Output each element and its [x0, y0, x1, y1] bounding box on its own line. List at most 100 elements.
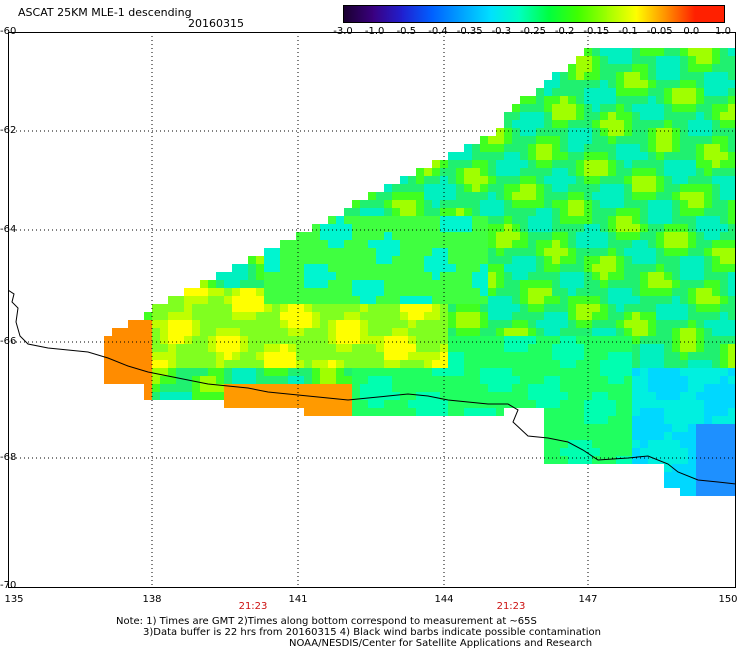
- swath-cell: [560, 280, 568, 288]
- swath-cell: [416, 224, 424, 232]
- swath-cell: [576, 176, 584, 184]
- swath-cell: [624, 456, 632, 464]
- swath-cell: [408, 280, 416, 288]
- swath-cell: [544, 384, 552, 392]
- swath-cell: [360, 344, 368, 352]
- swath-cell: [592, 144, 600, 152]
- swath-cell: [536, 288, 544, 296]
- swath-cell: [576, 232, 584, 240]
- swath-cell: [680, 328, 688, 336]
- swath-cell: [280, 328, 288, 336]
- swath-cell: [392, 288, 400, 296]
- swath-cell: [528, 352, 536, 360]
- swath-cell: [712, 160, 720, 168]
- swath-cell: [320, 352, 328, 360]
- swath-cell: [488, 240, 496, 248]
- swath-cell: [496, 152, 504, 160]
- swath-cell: [400, 200, 408, 208]
- swath-cell: [216, 352, 224, 360]
- swath-cell: [456, 312, 464, 320]
- swath-cell: [712, 232, 720, 240]
- swath-cell: [592, 272, 600, 280]
- swath-cell: [360, 264, 368, 272]
- swath-cell: [728, 160, 736, 168]
- swath-cell: [352, 392, 360, 400]
- swath-cell: [400, 208, 408, 216]
- swath-cell: [488, 352, 496, 360]
- swath-cell: [416, 288, 424, 296]
- swath-cell: [488, 312, 496, 320]
- swath-cell: [704, 400, 712, 408]
- swath-cell: [288, 304, 296, 312]
- swath-cell: [656, 144, 664, 152]
- swath-cell: [720, 264, 728, 272]
- swath-cell: [560, 384, 568, 392]
- swath-cell: [472, 168, 480, 176]
- swath-cell: [560, 448, 568, 456]
- swath-cell: [400, 384, 408, 392]
- swath-cell: [384, 208, 392, 216]
- swath-cell: [648, 344, 656, 352]
- swath-cell: [608, 192, 616, 200]
- swath-cell: [216, 368, 224, 376]
- swath-cell: [648, 448, 656, 456]
- swath-cell: [664, 88, 672, 96]
- swath-cell: [728, 208, 736, 216]
- swath-cell: [728, 488, 736, 496]
- swath-cell: [696, 488, 704, 496]
- swath-cell: [520, 368, 528, 376]
- swath-cell: [592, 96, 600, 104]
- swath-cell: [568, 80, 576, 88]
- swath-cell: [488, 208, 496, 216]
- swath-cell: [640, 304, 648, 312]
- swath-cell: [632, 440, 640, 448]
- swath-cell: [624, 424, 632, 432]
- swath-cell: [704, 232, 712, 240]
- swath-cell: [288, 272, 296, 280]
- swath-cell: [320, 368, 328, 376]
- swath-cell: [328, 320, 336, 328]
- swath-cell: [544, 248, 552, 256]
- swath-cell: [680, 232, 688, 240]
- swath-cell: [648, 176, 656, 184]
- swath-cell: [360, 296, 368, 304]
- swath-cell: [672, 104, 680, 112]
- swath-cell: [696, 264, 704, 272]
- swath-cell: [512, 360, 520, 368]
- swath-cell: [272, 360, 280, 368]
- swath-cell: [360, 312, 368, 320]
- swath-cell: [632, 208, 640, 216]
- swath-cell: [552, 424, 560, 432]
- swath-cell: [424, 216, 432, 224]
- swath-cell: [504, 320, 512, 328]
- swath-cell: [384, 344, 392, 352]
- swath-cell: [696, 224, 704, 232]
- swath-cell: [688, 280, 696, 288]
- swath-cell: [624, 56, 632, 64]
- swath-cell: [632, 240, 640, 248]
- swath-cell: [656, 456, 664, 464]
- swath-cell: [280, 384, 288, 392]
- swath-cell: [320, 272, 328, 280]
- swath-cell: [464, 240, 472, 248]
- swath-cell: [424, 280, 432, 288]
- swath-cell: [144, 312, 152, 320]
- swath-cell: [568, 96, 576, 104]
- swath-cell: [328, 328, 336, 336]
- swath-cell: [296, 328, 304, 336]
- swath-cell: [632, 328, 640, 336]
- swath-cell: [688, 160, 696, 168]
- swath-cell: [600, 280, 608, 288]
- swath-cell: [608, 168, 616, 176]
- swath-cell: [624, 64, 632, 72]
- swath-cell: [648, 312, 656, 320]
- swath-cell: [200, 280, 208, 288]
- swath-cell: [712, 128, 720, 136]
- swath-cell: [376, 360, 384, 368]
- swath-cell: [704, 344, 712, 352]
- swath-cell: [248, 352, 256, 360]
- swath-cell: [632, 264, 640, 272]
- swath-cell: [528, 272, 536, 280]
- swath-cell: [672, 224, 680, 232]
- swath-cell: [248, 280, 256, 288]
